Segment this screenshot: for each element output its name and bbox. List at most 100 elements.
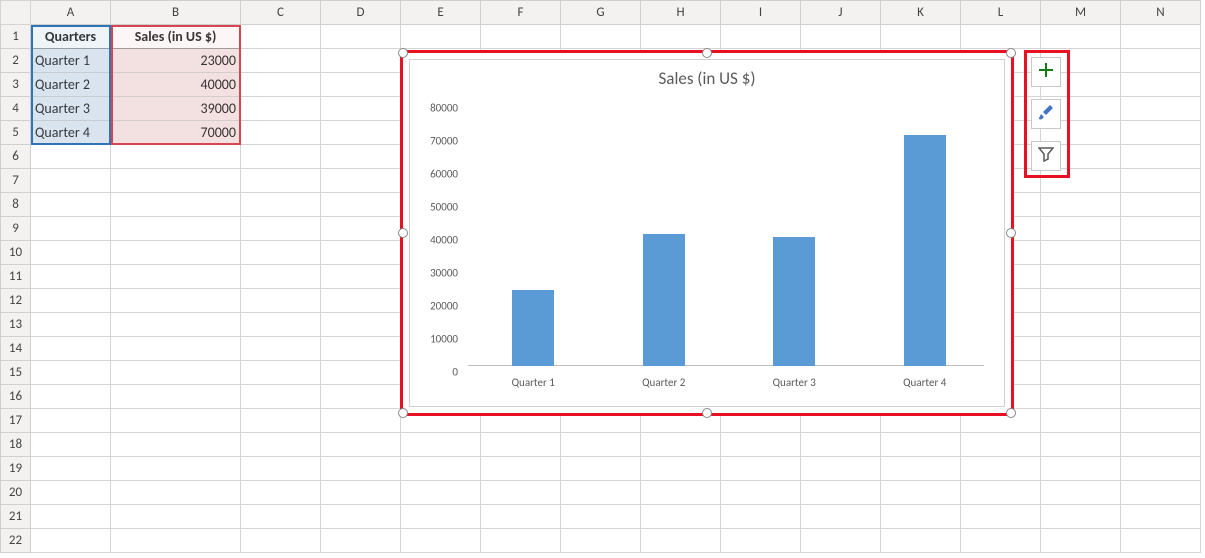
- cell[interactable]: [241, 337, 321, 361]
- cell[interactable]: [321, 481, 401, 505]
- cell[interactable]: [1121, 169, 1201, 193]
- cell[interactable]: [111, 337, 241, 361]
- cell[interactable]: [321, 529, 401, 553]
- cell[interactable]: [111, 145, 241, 169]
- cell[interactable]: [1041, 505, 1121, 529]
- row-header[interactable]: 18: [1, 433, 31, 457]
- cell[interactable]: [241, 97, 321, 121]
- cell[interactable]: [801, 529, 881, 553]
- resize-handle-nw[interactable]: [398, 48, 408, 58]
- column-header[interactable]: J: [801, 1, 881, 25]
- cell[interactable]: [561, 529, 641, 553]
- cell[interactable]: [321, 49, 401, 73]
- cell[interactable]: [721, 481, 801, 505]
- column-header[interactable]: H: [641, 1, 721, 25]
- cell[interactable]: 23000: [111, 49, 241, 73]
- cell[interactable]: [1041, 193, 1121, 217]
- cell[interactable]: [961, 529, 1041, 553]
- row-header[interactable]: 11: [1, 265, 31, 289]
- row-header[interactable]: 2: [1, 49, 31, 73]
- chart-bar[interactable]: [773, 237, 815, 366]
- cell[interactable]: [721, 25, 801, 49]
- cell[interactable]: [1121, 193, 1201, 217]
- cell[interactable]: [321, 265, 401, 289]
- cell[interactable]: Quarter 4: [31, 121, 111, 145]
- cell[interactable]: [241, 481, 321, 505]
- cell[interactable]: [481, 433, 561, 457]
- cell[interactable]: [111, 505, 241, 529]
- cell[interactable]: [1121, 457, 1201, 481]
- cell[interactable]: [241, 457, 321, 481]
- cell[interactable]: [321, 145, 401, 169]
- cell[interactable]: [1121, 505, 1201, 529]
- cell[interactable]: [1121, 313, 1201, 337]
- cell[interactable]: [321, 457, 401, 481]
- chart-object[interactable]: Sales (in US $) 010000200003000040000500…: [400, 50, 1014, 416]
- row-header[interactable]: 4: [1, 97, 31, 121]
- cell[interactable]: [241, 289, 321, 313]
- cell[interactable]: [881, 481, 961, 505]
- column-header[interactable]: I: [721, 1, 801, 25]
- row-header[interactable]: 17: [1, 409, 31, 433]
- cell[interactable]: Sales (in US $): [111, 25, 241, 49]
- cell[interactable]: [961, 457, 1041, 481]
- cell[interactable]: [481, 505, 561, 529]
- cell[interactable]: [1041, 409, 1121, 433]
- cell[interactable]: [31, 361, 111, 385]
- row-header[interactable]: 20: [1, 481, 31, 505]
- cell[interactable]: [961, 25, 1041, 49]
- column-header[interactable]: C: [241, 1, 321, 25]
- cell[interactable]: [241, 217, 321, 241]
- cell[interactable]: [31, 385, 111, 409]
- cell[interactable]: [321, 385, 401, 409]
- cell[interactable]: [1041, 265, 1121, 289]
- cell[interactable]: [401, 505, 481, 529]
- cell[interactable]: [31, 193, 111, 217]
- cell[interactable]: [721, 529, 801, 553]
- cell[interactable]: [1041, 433, 1121, 457]
- cell[interactable]: [1041, 241, 1121, 265]
- column-header[interactable]: L: [961, 1, 1041, 25]
- cell[interactable]: [111, 361, 241, 385]
- cell[interactable]: Quarters: [31, 25, 111, 49]
- row-header[interactable]: 12: [1, 289, 31, 313]
- row-header[interactable]: 6: [1, 145, 31, 169]
- cell[interactable]: 70000: [111, 121, 241, 145]
- cell[interactable]: [111, 289, 241, 313]
- cell[interactable]: [31, 505, 111, 529]
- cell[interactable]: [321, 217, 401, 241]
- cell[interactable]: [321, 361, 401, 385]
- cell[interactable]: [401, 433, 481, 457]
- cell[interactable]: [241, 193, 321, 217]
- cell[interactable]: [401, 457, 481, 481]
- cell[interactable]: [1041, 217, 1121, 241]
- cell[interactable]: [241, 505, 321, 529]
- row-header[interactable]: 3: [1, 73, 31, 97]
- column-header[interactable]: K: [881, 1, 961, 25]
- chart-title[interactable]: Sales (in US $): [410, 68, 1004, 89]
- cell[interactable]: [111, 313, 241, 337]
- cell[interactable]: [1121, 49, 1201, 73]
- cell[interactable]: [1121, 241, 1201, 265]
- cell[interactable]: [111, 385, 241, 409]
- row-header[interactable]: 14: [1, 337, 31, 361]
- cell[interactable]: [1121, 481, 1201, 505]
- cell[interactable]: [31, 409, 111, 433]
- cell[interactable]: [241, 73, 321, 97]
- cell[interactable]: [31, 169, 111, 193]
- cell[interactable]: [801, 505, 881, 529]
- cell[interactable]: [1121, 529, 1201, 553]
- cell[interactable]: [1121, 73, 1201, 97]
- cell[interactable]: [641, 529, 721, 553]
- cell[interactable]: [1121, 289, 1201, 313]
- row-header[interactable]: 10: [1, 241, 31, 265]
- cell[interactable]: [321, 73, 401, 97]
- cell[interactable]: [1041, 25, 1121, 49]
- row-header[interactable]: 16: [1, 385, 31, 409]
- cell[interactable]: [321, 97, 401, 121]
- cell[interactable]: [111, 529, 241, 553]
- cell[interactable]: [111, 169, 241, 193]
- cell[interactable]: [1121, 121, 1201, 145]
- row-header[interactable]: 7: [1, 169, 31, 193]
- resize-handle-e[interactable]: [1006, 228, 1016, 238]
